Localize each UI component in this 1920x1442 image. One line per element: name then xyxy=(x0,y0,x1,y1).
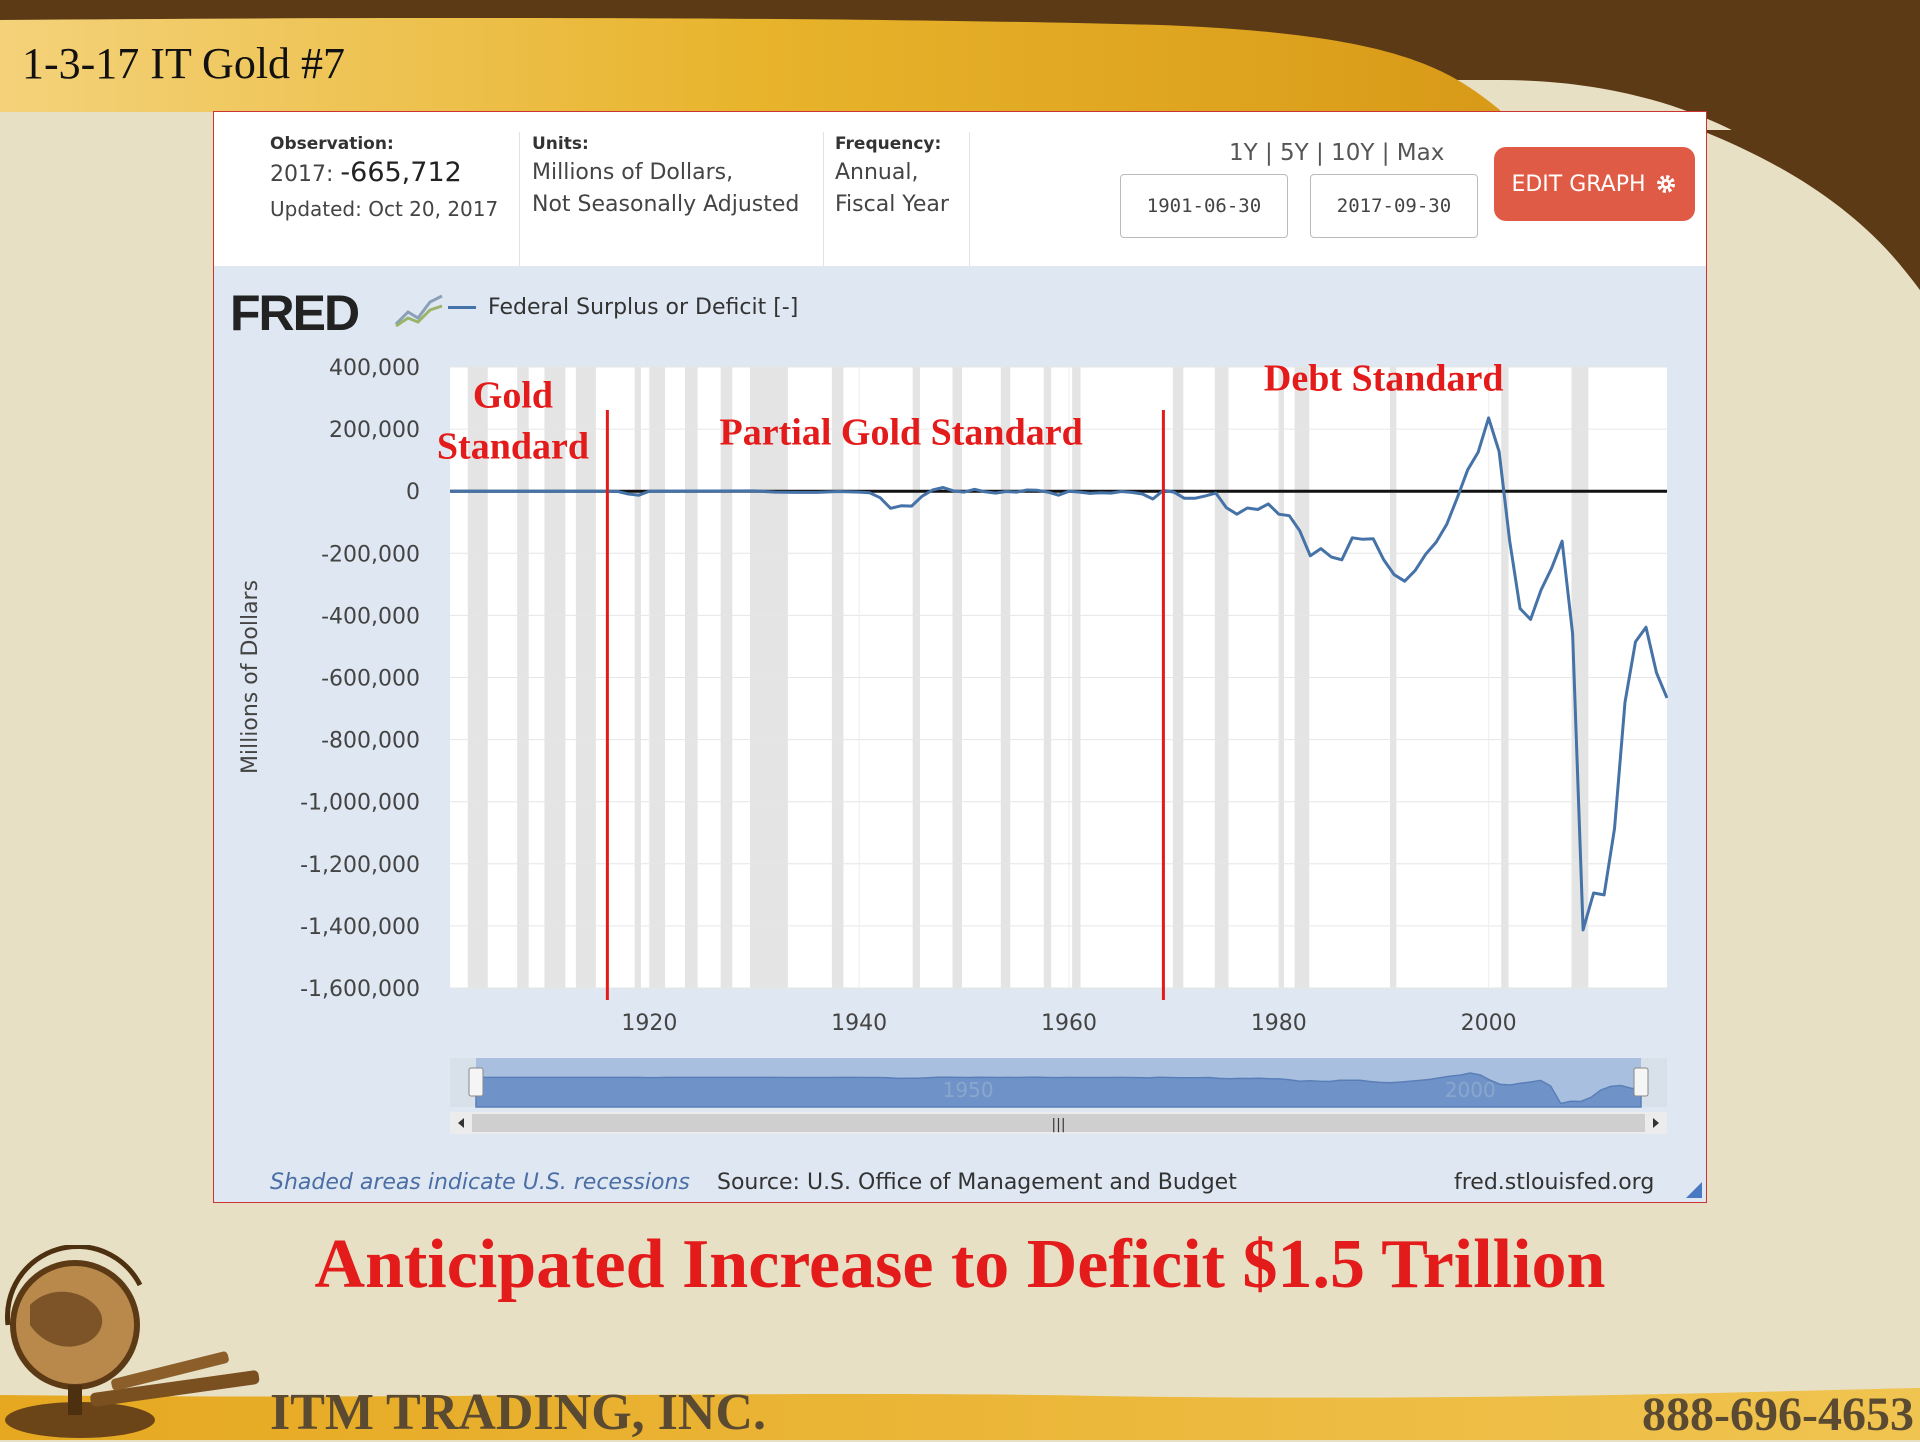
scroll-left-icon[interactable] xyxy=(458,1118,464,1128)
navigator-label: 1950 xyxy=(943,1078,994,1102)
scrollbar-thumb[interactable] xyxy=(472,1114,1645,1132)
x-tick-label: 1940 xyxy=(831,1011,887,1036)
frequency-line-2: Fiscal Year xyxy=(835,192,949,217)
globe-logo xyxy=(5,1245,260,1438)
updated-date: Updated: Oct 20, 2017 xyxy=(270,197,499,221)
y-tick-label: 400,000 xyxy=(329,356,420,381)
company-name: ITM TRADING, INC. xyxy=(270,1384,766,1441)
navigator-label: 2000 xyxy=(1445,1078,1496,1102)
y-tick-label: -1,400,000 xyxy=(300,915,420,940)
info-divider xyxy=(969,132,970,266)
y-tick-label: -1,200,000 xyxy=(300,853,420,878)
y-tick-label: -800,000 xyxy=(321,729,420,754)
y-tick-label: -600,000 xyxy=(321,667,420,692)
fred-graph-panel: Observation: 2017: -665,712 Updated: Oct… xyxy=(213,111,1707,1203)
observation-value: -665,712 xyxy=(340,157,462,188)
era-annotation: Gold xyxy=(473,374,553,416)
frequency-label: Frequency: xyxy=(835,134,942,154)
y-tick-label: -400,000 xyxy=(321,604,420,629)
scroll-right-icon[interactable] xyxy=(1653,1118,1659,1128)
edit-graph-label: EDIT GRAPH xyxy=(1511,171,1646,197)
x-tick-label: 1980 xyxy=(1251,1011,1307,1036)
fred-graph-icon xyxy=(394,294,443,328)
units-line-2: Not Seasonally Adjusted xyxy=(532,192,800,217)
y-tick-label: -200,000 xyxy=(321,542,420,567)
recession-note: Shaded areas indicate U.S. recessions xyxy=(270,1170,690,1195)
fred-url-link[interactable]: fred.stlouisfed.org xyxy=(1454,1170,1655,1195)
edit-graph-button[interactable]: EDIT GRAPH xyxy=(1494,147,1695,221)
date-range-links[interactable]: 1Y | 5Y | 10Y | Max xyxy=(1229,140,1445,166)
chart-svg: 400,000 200,000 0 -200,000 -400,000 -600,000 -… xyxy=(238,356,1669,1134)
x-tick-label: 1960 xyxy=(1041,1011,1097,1036)
navigator-series-area xyxy=(475,1072,1642,1108)
observation-label: Observation: xyxy=(270,134,394,154)
legend-label: Federal Surplus or Deficit [-] xyxy=(488,295,799,320)
y-tick-label: -1,600,000 xyxy=(300,977,420,1002)
end-date-input[interactable]: 2017-09-30 xyxy=(1310,174,1478,238)
frequency-column: Frequency: Annual, Fiscal Year xyxy=(835,134,949,220)
units-line-1: Millions of Dollars, xyxy=(532,160,734,185)
y-axis-label: Millions of Dollars xyxy=(238,580,263,774)
scrollbar-grip-icon: ||| xyxy=(1051,1117,1065,1133)
y-tick-label: 0 xyxy=(406,480,420,505)
navigator-handle[interactable] xyxy=(468,1067,484,1097)
frequency-line-1: Annual, xyxy=(835,160,919,185)
x-tick-label: 1920 xyxy=(621,1011,677,1036)
resize-handle-icon[interactable] xyxy=(1686,1182,1702,1198)
observation-column: Observation: 2017: -665,712 Updated: Oct… xyxy=(270,134,498,224)
start-date-input[interactable]: 1901-06-30 xyxy=(1120,174,1288,238)
headline: Anticipated Increase to Deficit $1.5 Tri… xyxy=(314,1226,1606,1303)
gear-icon xyxy=(1656,175,1675,193)
info-divider xyxy=(823,132,824,266)
x-tick-label: 2000 xyxy=(1461,1011,1517,1036)
source-note: Source: U.S. Office of Management and Bu… xyxy=(717,1170,1237,1195)
info-divider xyxy=(519,132,520,266)
y-tick-label: -1,000,000 xyxy=(300,791,420,816)
slide-title: 1-3-17 IT Gold #7 xyxy=(22,39,346,88)
info-bar: Observation: 2017: -665,712 Updated: Oct… xyxy=(214,112,1706,266)
units-label: Units: xyxy=(532,134,589,154)
chart-legend: Federal Surplus or Deficit [-] xyxy=(448,295,798,320)
era-annotation: Partial Gold Standard xyxy=(720,412,1083,454)
era-annotation: Standard xyxy=(437,426,589,468)
series-line xyxy=(450,416,1669,932)
era-annotation: Debt Standard xyxy=(1264,357,1504,399)
navigator-handle[interactable] xyxy=(1633,1067,1649,1097)
y-tick-label: 200,000 xyxy=(329,418,420,443)
units-column: Units: Millions of Dollars, Not Seasonal… xyxy=(532,134,799,220)
observation-year: 2017: xyxy=(270,162,341,187)
phone-number: 888-696-4653 xyxy=(1642,1388,1914,1441)
fred-logo: FRED xyxy=(230,285,360,341)
legend-swatch xyxy=(448,306,476,309)
